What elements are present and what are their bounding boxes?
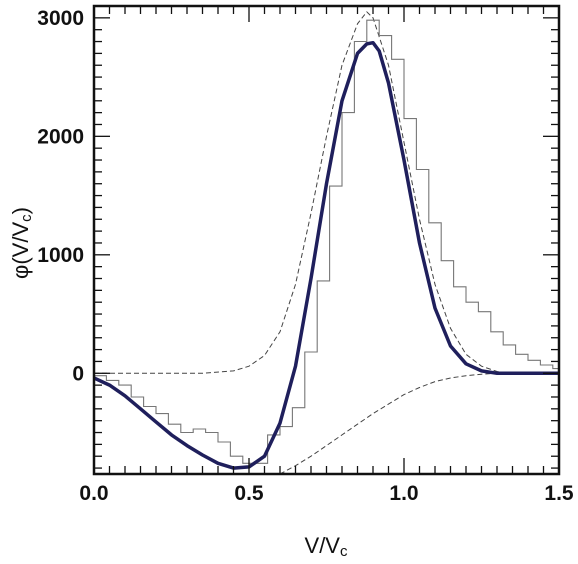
tick-labels: 0.0 0.5 1.0 1.5 0 1000 2000 3000 [37, 7, 574, 505]
envelope-dashed-line [94, 11, 559, 374]
x-tick-label: 0.0 [79, 482, 108, 505]
y-tick-label: 1000 [37, 244, 84, 267]
envelope-dashed-line [279, 372, 559, 474]
model-curve-line [94, 40, 559, 470]
y-axis-title: φ(V/Vc) [8, 207, 35, 279]
ticks [93, 5, 560, 474]
histogram-step-line [94, 19, 559, 464]
y-tick-label: 2000 [37, 125, 84, 148]
series-layer [94, 11, 559, 474]
x-tick-label: 0.5 [234, 482, 264, 505]
x-tick-label: 1.5 [544, 482, 574, 505]
y-tick-label: 0 [72, 362, 84, 385]
x-axis-title: V/Vc [305, 533, 348, 560]
y-tick-label: 3000 [37, 7, 84, 30]
x-tick-label: 1.0 [389, 482, 418, 505]
